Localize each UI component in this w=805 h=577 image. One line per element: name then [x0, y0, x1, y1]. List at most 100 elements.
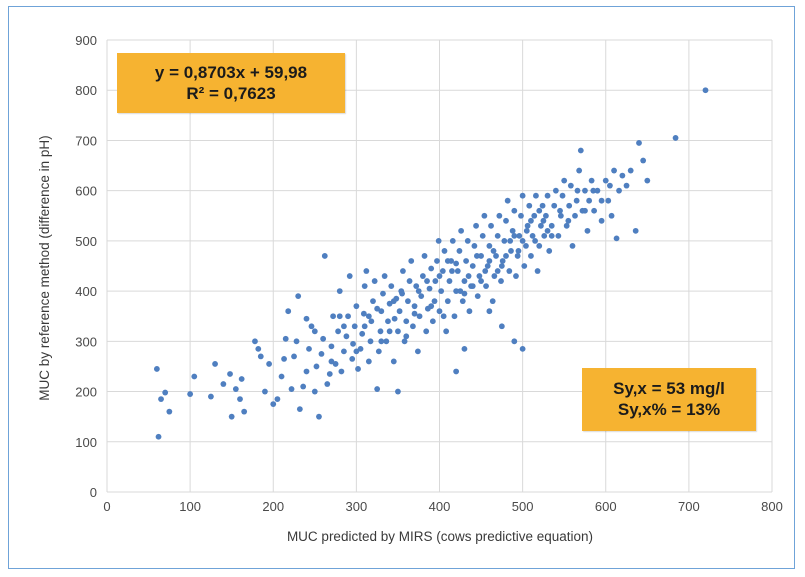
data-point: [444, 258, 451, 264]
standard-error: Sy,x = 53 mg/l: [613, 379, 725, 398]
data-point: [474, 293, 481, 300]
data-point: [481, 212, 488, 219]
data-point: [361, 323, 368, 330]
data-point: [567, 182, 574, 189]
data-point: [374, 386, 381, 392]
data-point: [414, 348, 421, 355]
data-point: [519, 237, 526, 244]
data-point: [311, 328, 318, 335]
data-point: [565, 217, 572, 224]
data-point: [548, 222, 555, 229]
data-point: [311, 388, 318, 395]
data-point: [300, 383, 307, 390]
data-point: [474, 253, 480, 259]
data-point: [415, 288, 422, 295]
standard-error-percent: Sy,x% = 13%: [617, 400, 721, 419]
x-tick-label: 500: [512, 499, 534, 514]
data-point: [360, 310, 367, 317]
data-point: [336, 313, 343, 320]
data-point: [584, 227, 591, 234]
data-point: [557, 207, 563, 214]
data-point: [406, 278, 413, 284]
x-tick-label: 300: [346, 499, 368, 514]
data-point: [539, 202, 546, 209]
data-point: [237, 396, 243, 402]
data-point: [281, 356, 287, 362]
data-point: [541, 232, 548, 239]
data-point: [514, 253, 521, 259]
data-point: [252, 338, 258, 345]
data-point: [423, 328, 430, 335]
data-point: [405, 298, 411, 305]
data-point: [443, 328, 450, 335]
data-point: [410, 323, 416, 330]
y-axis-label: MUC by reference method (difference in p…: [37, 135, 52, 400]
data-point: [386, 328, 393, 335]
data-point: [627, 167, 634, 174]
data-point: [313, 363, 320, 370]
data-point: [524, 222, 531, 229]
data-point: [227, 371, 233, 377]
data-point: [465, 273, 472, 279]
data-point: [494, 232, 501, 239]
data-point: [441, 248, 448, 254]
x-tick-label: 200: [262, 499, 284, 514]
data-point: [381, 273, 388, 279]
data-point: [232, 386, 239, 392]
data-point: [461, 278, 468, 284]
data-point: [453, 368, 460, 375]
data-point: [370, 298, 376, 305]
data-point: [543, 212, 549, 219]
data-point: [416, 313, 423, 320]
data-point: [479, 232, 486, 239]
data-point: [521, 263, 528, 269]
x-tick-label: 700: [678, 499, 700, 514]
data-point: [262, 388, 268, 395]
data-point: [391, 315, 398, 322]
data-point: [431, 298, 438, 305]
data-point: [544, 227, 551, 234]
data-point: [513, 273, 519, 279]
data-point: [499, 258, 506, 264]
data-point: [544, 192, 551, 199]
data-point: [341, 348, 347, 355]
data-point: [257, 353, 264, 360]
data-point: [566, 202, 573, 209]
data-point: [453, 288, 460, 295]
x-tick-label: 100: [179, 499, 201, 514]
data-point: [346, 273, 353, 279]
data-point: [187, 391, 194, 397]
data-point: [619, 172, 626, 179]
data-point: [518, 212, 524, 219]
data-point: [400, 268, 406, 274]
data-point: [377, 328, 384, 335]
data-point: [353, 303, 360, 310]
data-point: [166, 408, 173, 415]
data-point: [515, 248, 522, 254]
data-point: [496, 212, 503, 219]
data-point: [640, 157, 647, 164]
data-point: [602, 177, 609, 184]
data-point: [411, 303, 418, 310]
y-tick-label: 100: [75, 435, 97, 450]
data-point: [498, 278, 504, 284]
y-tick-label: 500: [75, 234, 97, 249]
data-point: [586, 197, 593, 204]
data-point: [534, 268, 541, 274]
data-point: [413, 283, 420, 289]
data-point: [519, 192, 526, 199]
data-point: [511, 338, 518, 345]
data-point: [461, 345, 468, 352]
data-point: [385, 318, 391, 325]
data-point: [278, 373, 285, 380]
data-point: [536, 243, 543, 249]
y-tick-label: 0: [90, 485, 97, 500]
data-point: [577, 147, 584, 154]
data-point: [350, 340, 356, 347]
data-point: [504, 197, 511, 204]
data-point: [155, 433, 162, 440]
data-point: [532, 237, 538, 244]
data-point: [636, 140, 642, 146]
data-point: [296, 406, 303, 413]
data-point: [458, 227, 465, 234]
